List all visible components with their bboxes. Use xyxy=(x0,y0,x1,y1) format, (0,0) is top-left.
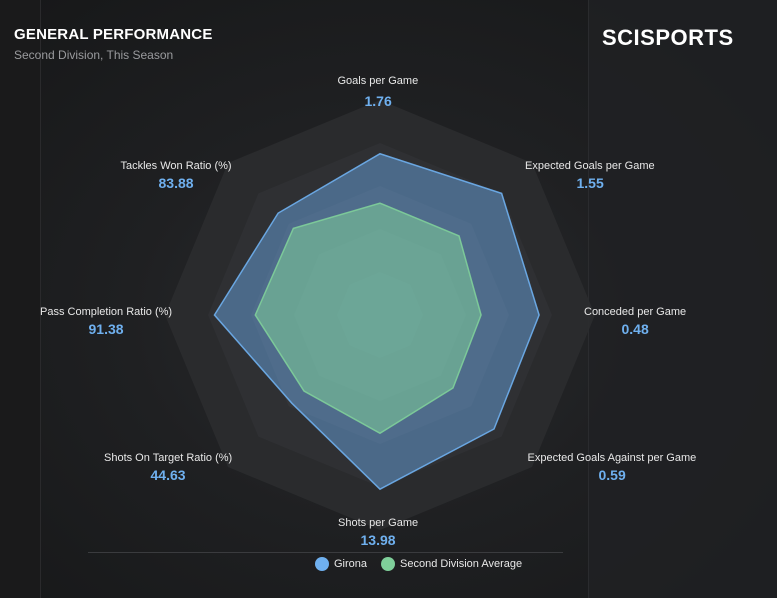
legend: Girona Second Division Average xyxy=(315,556,530,572)
chart-subtitle: Second Division, This Season xyxy=(14,48,174,62)
legend-label-average: Second Division Average xyxy=(400,558,523,570)
radar-series xyxy=(213,152,540,491)
axis-value-2: 0.48 xyxy=(621,321,649,337)
radar-series-average xyxy=(254,202,482,435)
axis-label-3: Expected Goals Against per Game xyxy=(527,452,697,464)
axis-value-7: 83.88 xyxy=(158,175,194,191)
axis-value-6: 91.38 xyxy=(88,321,124,337)
axis-value-4: 13.98 xyxy=(360,532,396,548)
legend-label-girona: Girona xyxy=(334,558,368,570)
axis-label-6: Pass Completion Ratio (%) xyxy=(40,306,173,318)
axis-label-4: Shots per Game xyxy=(338,517,419,529)
legend-item-girona[interactable]: Girona xyxy=(315,557,367,571)
axis-label-2: Conceded per Game xyxy=(584,306,687,318)
axis-label-1: Expected Goals per Game xyxy=(525,160,655,172)
legend-divider xyxy=(88,552,563,553)
scisports-logo: SCISPORTS xyxy=(602,25,734,50)
background-left-panel xyxy=(0,0,41,598)
axis-label-5: Shots On Target Ratio (%) xyxy=(104,452,233,464)
axis-value-1: 1.55 xyxy=(576,175,604,191)
axis-value-3: 0.59 xyxy=(598,467,626,483)
axis-label-7: Tackles Won Ratio (%) xyxy=(120,160,232,172)
background-right-panel xyxy=(588,0,777,598)
chart-title: GENERAL PERFORMANCE xyxy=(14,26,213,43)
axis-label-0: Goals per Game xyxy=(337,75,419,87)
axis-value-0: 1.76 xyxy=(364,93,392,109)
legend-dot-average xyxy=(381,557,396,571)
legend-dot-girona xyxy=(315,557,329,571)
axis-value-5: 44.63 xyxy=(150,467,186,483)
legend-item-average[interactable]: Second Division Average xyxy=(381,557,522,571)
